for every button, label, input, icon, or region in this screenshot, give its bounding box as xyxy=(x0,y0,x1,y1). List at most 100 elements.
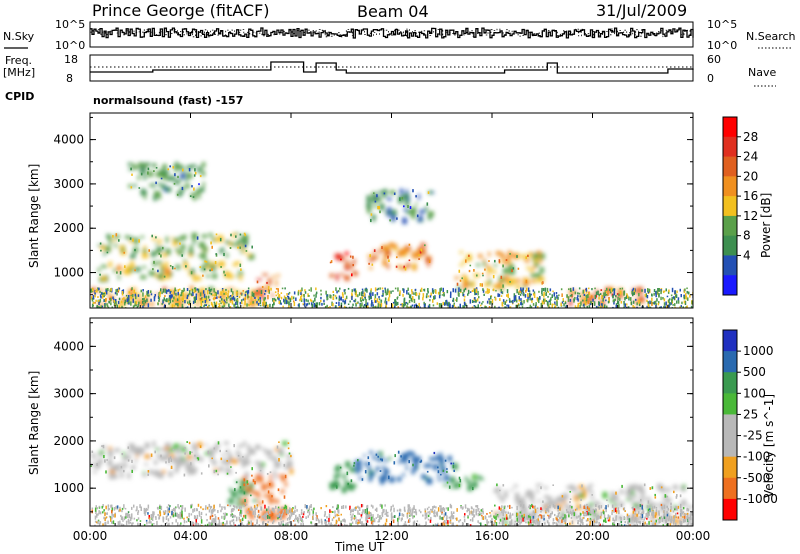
data-cell xyxy=(440,505,442,510)
data-cell xyxy=(600,511,603,517)
data-cell xyxy=(101,264,107,268)
data-cell xyxy=(455,276,459,280)
data-cell xyxy=(182,524,185,526)
data-cell xyxy=(422,297,424,301)
data-cell xyxy=(257,465,263,470)
data-cell xyxy=(289,507,291,510)
data-cell xyxy=(337,524,340,526)
data-cell xyxy=(301,517,303,520)
data-cell xyxy=(217,441,220,445)
data-cell xyxy=(220,290,226,297)
data-cell xyxy=(598,515,601,519)
data-cell xyxy=(568,300,572,306)
data-cell xyxy=(610,492,616,495)
data-cell xyxy=(687,514,689,519)
data-cell xyxy=(646,505,649,508)
data-cell xyxy=(247,444,251,451)
data-cell xyxy=(367,456,370,460)
data-cell xyxy=(332,290,334,293)
data-cell xyxy=(326,304,328,308)
data-cell xyxy=(502,264,504,268)
data-cell xyxy=(250,523,253,526)
data-cell xyxy=(674,290,676,295)
data-cell xyxy=(405,524,407,526)
data-cell xyxy=(613,288,616,293)
data-cell xyxy=(387,288,389,293)
data-cell xyxy=(159,505,161,510)
data-cell xyxy=(171,511,173,516)
data-cell xyxy=(403,265,405,269)
data-cell xyxy=(529,522,532,526)
data-cell xyxy=(399,508,401,512)
data-cell xyxy=(403,208,407,212)
data-cell xyxy=(255,444,261,450)
data-cell xyxy=(210,452,214,458)
data-cell xyxy=(423,303,426,308)
data-cell xyxy=(459,288,462,292)
data-cell xyxy=(120,473,123,476)
data-cell xyxy=(400,517,403,522)
data-cell xyxy=(207,290,209,295)
data-cell xyxy=(147,303,150,308)
data-cell xyxy=(671,516,673,520)
data-cell xyxy=(507,304,510,308)
data-cell xyxy=(433,451,436,455)
data-cell xyxy=(536,507,539,510)
data-cell xyxy=(148,249,150,252)
data-cell xyxy=(668,289,670,292)
data-cell xyxy=(510,488,513,492)
data-cell xyxy=(118,239,120,242)
colorbar-tick-label: -1000 xyxy=(743,492,778,506)
data-cell xyxy=(372,520,374,522)
data-cell xyxy=(236,291,238,295)
data-cell xyxy=(503,508,505,513)
data-cell xyxy=(274,291,277,293)
data-cell xyxy=(593,510,596,514)
data-cell xyxy=(569,287,572,292)
data-cell xyxy=(563,303,565,307)
data-cell xyxy=(379,451,383,457)
data-cell xyxy=(152,511,154,515)
data-cell xyxy=(665,288,667,292)
data-cell xyxy=(520,290,523,294)
data-cell xyxy=(240,506,242,509)
data-cell xyxy=(264,450,271,455)
data-cell xyxy=(266,512,269,515)
data-cell xyxy=(681,512,684,515)
data-cell xyxy=(514,523,516,526)
data-cell xyxy=(222,512,225,515)
data-cell xyxy=(334,524,336,526)
data-cell xyxy=(295,518,298,520)
data-cell xyxy=(272,456,277,462)
data-cell xyxy=(543,301,545,305)
data-cell xyxy=(222,522,224,526)
data-cell xyxy=(233,444,235,448)
data-cell xyxy=(278,448,284,454)
data-cell xyxy=(221,506,223,511)
data-cell xyxy=(577,298,579,302)
data-cell xyxy=(533,291,536,295)
data-cell xyxy=(215,233,218,236)
data-cell xyxy=(663,504,666,509)
data-cell xyxy=(447,302,449,307)
data-cell xyxy=(536,296,539,301)
data-cell xyxy=(687,508,690,512)
data-cell xyxy=(299,298,301,302)
data-cell xyxy=(521,303,524,306)
data-cell xyxy=(446,290,449,294)
data-cell xyxy=(217,294,222,298)
data-cell xyxy=(378,296,380,299)
data-cell xyxy=(283,463,286,467)
data-cell xyxy=(497,492,501,499)
colorbar-tick-label: -100 xyxy=(743,450,770,464)
speckle-layer xyxy=(90,441,688,524)
data-cell xyxy=(417,246,423,254)
data-cell xyxy=(169,456,172,459)
data-cell xyxy=(526,266,530,270)
data-cell xyxy=(104,459,106,463)
data-cell xyxy=(147,504,150,509)
data-cell xyxy=(662,516,668,523)
data-cell xyxy=(518,297,520,301)
data-cell xyxy=(683,300,686,304)
data-cell xyxy=(268,289,270,294)
